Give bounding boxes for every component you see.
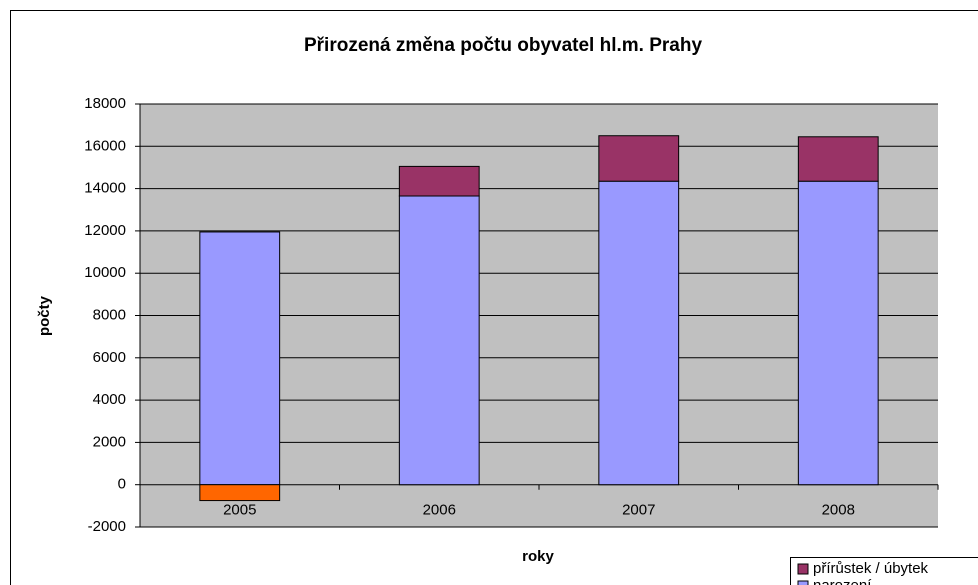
legend-label: přírůstek / úbytek xyxy=(813,560,929,577)
y-tick-label: 16000 xyxy=(84,137,126,154)
y-tick-label: 14000 xyxy=(84,180,126,197)
y-tick-label: 6000 xyxy=(93,349,126,366)
y-tick-label: 4000 xyxy=(93,391,126,408)
bar-segment xyxy=(598,180,680,486)
legend-box xyxy=(790,557,978,585)
x-tick-label: 2008 xyxy=(822,502,855,519)
y-tick-label: 2000 xyxy=(93,433,126,450)
y-tick-label: -2000 xyxy=(88,518,126,535)
y-tick-label: 12000 xyxy=(84,222,126,239)
y-tick-label: 10000 xyxy=(84,264,126,281)
x-tick-label: 2007 xyxy=(622,502,655,519)
chart-title: Přirozená změna počtu obyvatel hl.m. Pra… xyxy=(304,35,702,56)
bar-segment xyxy=(398,195,480,486)
y-axis-title: počty xyxy=(36,295,53,336)
bar-segment xyxy=(398,165,480,197)
y-tick-label: 8000 xyxy=(93,306,126,323)
bar-segment xyxy=(797,136,879,182)
legend-swatch xyxy=(797,580,809,585)
y-tick-label: 18000 xyxy=(84,95,126,112)
legend-label: narození xyxy=(813,577,872,585)
bar-segment xyxy=(199,484,281,502)
bar-segment xyxy=(797,180,879,486)
x-tick-label: 2006 xyxy=(423,502,456,519)
x-tick-label: 2005 xyxy=(223,502,256,519)
bar-segment xyxy=(598,135,680,182)
bar-segment xyxy=(199,231,281,486)
legend-swatch xyxy=(797,563,809,575)
x-axis-title: roky xyxy=(522,548,554,565)
y-tick-label: 0 xyxy=(118,476,126,493)
